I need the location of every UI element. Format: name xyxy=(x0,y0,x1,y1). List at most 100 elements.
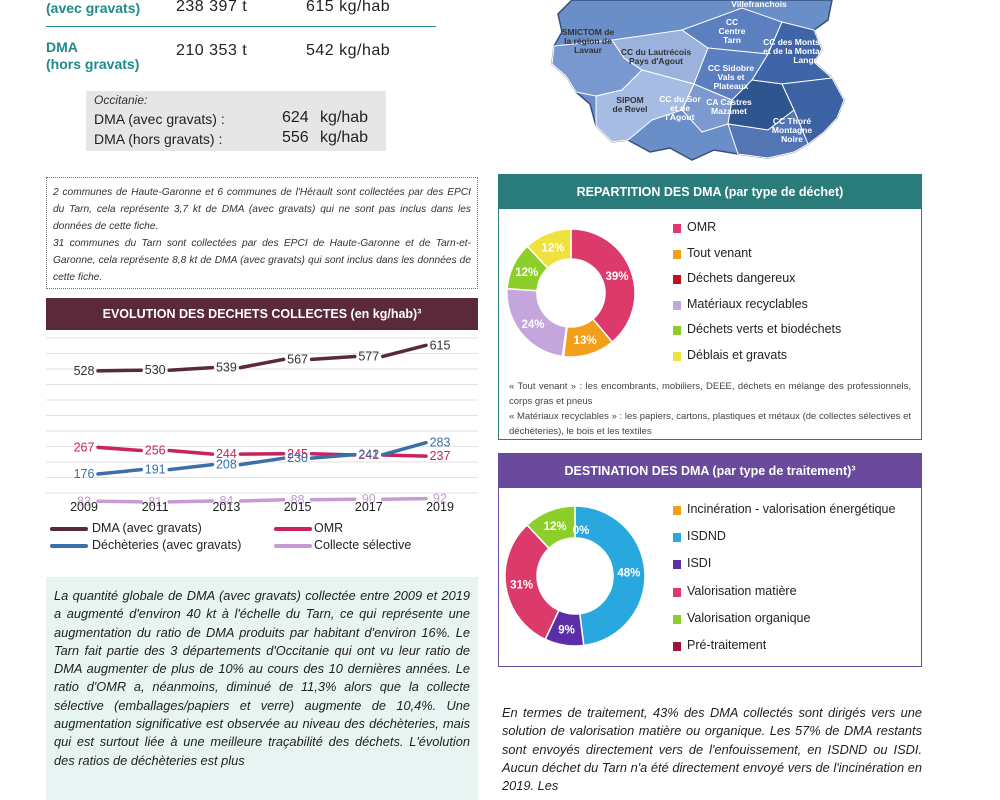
data-label: 242 xyxy=(358,448,379,462)
legend-swatch xyxy=(673,300,681,310)
legend-swatch xyxy=(673,560,681,570)
series-line-segment xyxy=(96,368,143,373)
occitanie-line2-label: DMA (hors gravats) : xyxy=(94,131,223,147)
series-line-segment xyxy=(381,440,428,457)
legend-swatch xyxy=(673,614,681,624)
note-paragraph-2: 31 communes du Tarn sont collectées par … xyxy=(53,238,471,283)
series-line-segment xyxy=(96,467,143,476)
dma-avec-tonnes: 238 397 t xyxy=(176,0,248,15)
legend-collecte: Collecte sélective xyxy=(314,538,412,552)
dma-hors-tonnes: 210 353 t xyxy=(176,42,248,59)
legend-item: Valorisation matière xyxy=(687,583,797,598)
legend-swatch-collecte xyxy=(274,544,312,548)
series-line-segment xyxy=(96,499,143,504)
pie-slice xyxy=(526,228,572,270)
series-line-segment xyxy=(309,354,357,362)
series-line-segment xyxy=(238,498,286,503)
series-line-segment xyxy=(381,496,428,501)
note-paragraph-1: 2 communes de Haute-Garonne et 6 commune… xyxy=(53,187,471,232)
data-label: 245 xyxy=(287,447,308,461)
map-shape xyxy=(551,0,845,161)
repartition-panel: REPARTITION DES DMA (par type de déchet)… xyxy=(498,174,922,440)
series-line-segment xyxy=(167,448,215,456)
series-line-segment xyxy=(167,462,215,472)
data-label: 539 xyxy=(216,361,237,375)
x-tick-label: 2009 xyxy=(70,500,98,514)
map-label-villefranchois: Villefranchois xyxy=(731,0,787,9)
data-label: 241 xyxy=(358,448,379,462)
pie-data-label: 13% xyxy=(574,335,597,347)
x-tick-label: 2015 xyxy=(284,500,312,514)
legend-item: Matériaux recyclables xyxy=(687,296,808,311)
series-line-segment xyxy=(238,357,286,370)
series-line-segment xyxy=(381,343,428,359)
analysis-paragraph-right: En termes de traitement, 43% des DMA col… xyxy=(502,705,922,794)
data-label: 81 xyxy=(148,495,162,509)
repartition-note-1: « Tout venant » : les encombrants, mobil… xyxy=(509,381,911,407)
data-label: 283 xyxy=(430,436,451,450)
data-label: 256 xyxy=(145,444,166,458)
legend-swatch-omr xyxy=(274,527,312,531)
occitanie-line1-unit: kg/hab xyxy=(320,109,369,126)
occitanie-line2-value: 556 xyxy=(282,129,309,146)
x-tick-label: 2011 xyxy=(142,500,169,514)
series-line-segment xyxy=(309,452,357,460)
legend-item: ISDND xyxy=(687,529,726,544)
legend-item: Tout venant xyxy=(687,245,752,260)
legend-swatch xyxy=(673,533,681,543)
map-label-lautrecois: CC du Lautrécois Pays d'Agout xyxy=(620,47,692,66)
map-label-monts-lacaune: CC des Monts de Lacaune et de la Montagn… xyxy=(763,37,869,65)
legend-swatch xyxy=(673,587,681,597)
legend-swatch xyxy=(673,275,681,285)
legend-swatch-decheteries xyxy=(50,544,88,548)
series-line-segment xyxy=(309,497,357,502)
legend-item: Déchets verts et biodéchets xyxy=(687,322,842,337)
legend-item: ISDI xyxy=(687,556,712,571)
data-label: 90 xyxy=(362,492,376,506)
dma-hors-label-1: DMA xyxy=(46,39,78,55)
dma-hors-label-2: (hors gravats) xyxy=(46,56,140,72)
occitanie-title: Occitanie: xyxy=(94,93,148,107)
series-line-segment xyxy=(381,453,428,458)
data-label: 83 xyxy=(77,494,91,508)
map-label-sor-agout: CC du Sor et de l'Agout xyxy=(659,94,701,122)
pie-data-label: 12% xyxy=(544,521,567,533)
data-label: 237 xyxy=(430,449,451,463)
pie-slice xyxy=(504,523,560,641)
x-tick-label: 2017 xyxy=(355,500,383,514)
pie-data-label: 0,3% xyxy=(560,310,586,322)
pie-data-label: 31% xyxy=(510,579,533,591)
repartition-title: REPARTITION DES DMA (par type de déchet) xyxy=(499,175,921,209)
occitanie-line2-unit: kg/hab xyxy=(320,129,369,146)
tarn-map: Villefranchois CC Centre Tarn SMICTOM de… xyxy=(532,0,872,165)
pie-slice xyxy=(570,228,636,344)
repartition-note-2: « Matériaux recyclables » : les papiers,… xyxy=(509,411,911,437)
data-label: 92 xyxy=(433,492,447,506)
pie-data-label: 12% xyxy=(515,267,538,279)
data-label: 530 xyxy=(145,363,166,377)
map-label-sipom-revel: SIPOM de Revel xyxy=(612,95,648,114)
data-label: 577 xyxy=(358,349,379,363)
destination-title: DESTINATION DES DMA (par type de traitem… xyxy=(499,454,921,488)
stats-separator xyxy=(46,26,436,27)
repartition-pie: 39% 13% 0,3% 24% 12% 12% xyxy=(506,228,636,358)
data-label: 267 xyxy=(74,440,95,454)
evolution-title: EVOLUTION DES DECHETS COLLECTES (en kg/h… xyxy=(46,298,478,330)
destination-panel: DESTINATION DES DMA (par type de traitem… xyxy=(498,453,922,667)
map-label-thore: CC Thoré Montagne Noire xyxy=(771,116,813,144)
pie-data-label: 48% xyxy=(617,568,640,580)
legend-item: Valorisation organique xyxy=(687,610,811,625)
legend-item: Pré-traitement xyxy=(687,638,767,652)
legend-swatch xyxy=(673,506,681,515)
legend-swatch xyxy=(673,642,681,651)
x-tick-label: 2013 xyxy=(212,500,240,514)
occitanie-box: Occitanie: DMA (avec gravats) : 624 kg/h… xyxy=(86,91,386,151)
data-label: 88 xyxy=(291,493,305,507)
data-label: 191 xyxy=(145,463,166,477)
destination-pie: 0%48%9%31%12%0% xyxy=(504,505,646,647)
series-line-segment xyxy=(167,499,215,504)
data-label: 176 xyxy=(74,467,95,481)
dma-avec-label: (avec gravats) xyxy=(46,0,141,16)
dma-hors-ratio: 542 kg/hab xyxy=(306,42,391,59)
pie-data-label: 39% xyxy=(606,271,629,283)
